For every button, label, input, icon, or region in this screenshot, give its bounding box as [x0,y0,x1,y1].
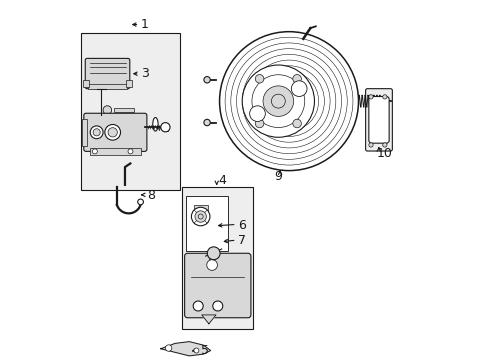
Circle shape [219,32,358,171]
Text: 3: 3 [141,67,148,80]
Bar [81,33,180,190]
Circle shape [104,125,120,140]
Circle shape [255,119,264,128]
Circle shape [138,199,143,205]
Circle shape [161,123,170,132]
Circle shape [195,211,206,222]
Text: 4: 4 [219,174,226,187]
Circle shape [128,149,133,154]
Polygon shape [161,342,210,356]
Ellipse shape [152,117,158,131]
Text: 5: 5 [201,344,208,357]
Bar [81,119,87,146]
Circle shape [90,126,103,139]
Circle shape [203,256,221,274]
Circle shape [191,207,209,226]
Circle shape [249,106,265,121]
Circle shape [368,95,372,99]
Text: 9: 9 [274,170,282,183]
FancyBboxPatch shape [83,113,146,151]
Bar [182,186,253,329]
Text: 7: 7 [238,234,245,247]
Circle shape [368,143,372,147]
Circle shape [165,345,171,351]
Circle shape [292,119,301,128]
Circle shape [242,65,314,137]
Text: 1: 1 [140,18,148,31]
Text: 8: 8 [146,189,155,202]
Circle shape [93,129,100,136]
Circle shape [271,94,285,108]
Text: 10: 10 [376,147,391,159]
Circle shape [382,143,386,147]
Circle shape [206,260,217,270]
Circle shape [207,247,220,260]
Bar [185,195,228,251]
Circle shape [212,301,223,311]
Circle shape [291,81,306,96]
Circle shape [193,301,203,311]
FancyBboxPatch shape [365,89,391,151]
Circle shape [194,348,199,353]
Bar [126,80,132,87]
Circle shape [263,86,293,116]
Circle shape [382,95,386,99]
Circle shape [203,119,210,126]
FancyBboxPatch shape [184,253,250,318]
Circle shape [292,75,301,83]
Text: 6: 6 [238,219,245,231]
Bar [89,148,141,154]
Circle shape [255,75,264,83]
Circle shape [108,128,117,137]
Bar [194,205,207,211]
FancyBboxPatch shape [368,96,388,143]
FancyBboxPatch shape [85,58,129,89]
Bar [114,108,134,112]
Bar [87,84,127,89]
Circle shape [203,77,210,83]
Circle shape [251,75,304,127]
Text: 2: 2 [161,122,169,135]
Circle shape [103,106,111,114]
Bar [83,80,89,87]
Bar [209,255,215,258]
Circle shape [92,149,97,154]
Polygon shape [202,315,216,324]
Circle shape [198,214,203,219]
